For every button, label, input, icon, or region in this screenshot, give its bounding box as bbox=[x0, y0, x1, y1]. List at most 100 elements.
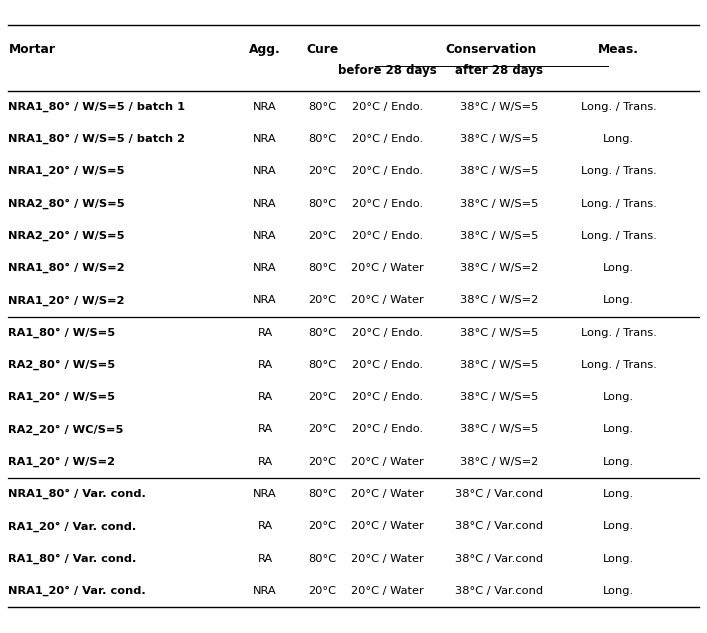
Text: 38°C / Var.cond: 38°C / Var.cond bbox=[455, 489, 543, 499]
Text: 38°C / Var.cond: 38°C / Var.cond bbox=[455, 554, 543, 563]
Text: 20°C: 20°C bbox=[308, 586, 337, 596]
Text: NRA: NRA bbox=[253, 489, 277, 499]
Text: 38°C / W/S=5: 38°C / W/S=5 bbox=[460, 425, 538, 434]
Text: 20°C / Water: 20°C / Water bbox=[351, 489, 423, 499]
Text: 20°C / Water: 20°C / Water bbox=[351, 586, 423, 596]
Text: RA2_20° / WC/S=5: RA2_20° / WC/S=5 bbox=[8, 424, 124, 435]
Text: 38°C / W/S=5: 38°C / W/S=5 bbox=[460, 166, 538, 176]
Text: NRA: NRA bbox=[253, 102, 277, 111]
Text: NRA: NRA bbox=[253, 263, 277, 273]
Text: Long.: Long. bbox=[603, 263, 634, 273]
Text: RA: RA bbox=[257, 425, 273, 434]
Text: 38°C / W/S=2: 38°C / W/S=2 bbox=[460, 296, 538, 305]
Text: Long.: Long. bbox=[603, 554, 634, 563]
Text: 20°C / Endo.: 20°C / Endo. bbox=[352, 360, 423, 370]
Text: Meas.: Meas. bbox=[598, 43, 639, 56]
Text: Long.: Long. bbox=[603, 489, 634, 499]
Text: 38°C / W/S=5: 38°C / W/S=5 bbox=[460, 134, 538, 144]
Text: 20°C / Water: 20°C / Water bbox=[351, 296, 423, 305]
Text: 20°C / Water: 20°C / Water bbox=[351, 263, 423, 273]
Text: 20°C / Water: 20°C / Water bbox=[351, 457, 423, 467]
Text: NRA: NRA bbox=[253, 296, 277, 305]
Text: 38°C / W/S=5: 38°C / W/S=5 bbox=[460, 199, 538, 208]
Text: 80°C: 80°C bbox=[308, 328, 337, 337]
Text: RA: RA bbox=[257, 457, 273, 467]
Text: 38°C / W/S=5: 38°C / W/S=5 bbox=[460, 102, 538, 111]
Text: NRA: NRA bbox=[253, 199, 277, 208]
Text: NRA1_80° / W/S=2: NRA1_80° / W/S=2 bbox=[8, 263, 125, 273]
Text: 80°C: 80°C bbox=[308, 102, 337, 111]
Text: RA1_80° / Var. cond.: RA1_80° / Var. cond. bbox=[8, 553, 137, 564]
Text: Cure: Cure bbox=[306, 43, 339, 56]
Text: NRA2_20° / W/S=5: NRA2_20° / W/S=5 bbox=[8, 230, 125, 241]
Text: 38°C / W/S=5: 38°C / W/S=5 bbox=[460, 392, 538, 402]
Text: 38°C / Var.cond: 38°C / Var.cond bbox=[455, 586, 543, 596]
Text: RA: RA bbox=[257, 554, 273, 563]
Text: RA: RA bbox=[257, 360, 273, 370]
Text: RA1_20° / Var. cond.: RA1_20° / Var. cond. bbox=[8, 521, 136, 532]
Text: NRA: NRA bbox=[253, 166, 277, 176]
Text: 38°C / W/S=5: 38°C / W/S=5 bbox=[460, 360, 538, 370]
Text: Long.: Long. bbox=[603, 586, 634, 596]
Text: 20°C / Endo.: 20°C / Endo. bbox=[352, 166, 423, 176]
Text: 20°C / Water: 20°C / Water bbox=[351, 554, 423, 563]
Text: 80°C: 80°C bbox=[308, 489, 337, 499]
Text: Long.: Long. bbox=[603, 522, 634, 531]
Text: 20°C: 20°C bbox=[308, 166, 337, 176]
Text: NRA1_20° / W/S=5: NRA1_20° / W/S=5 bbox=[8, 166, 125, 177]
Text: 80°C: 80°C bbox=[308, 134, 337, 144]
Text: Conservation: Conservation bbox=[445, 43, 537, 56]
Text: NRA1_20° / W/S=2: NRA1_20° / W/S=2 bbox=[8, 295, 125, 306]
Text: RA: RA bbox=[257, 392, 273, 402]
Text: before 28 days: before 28 days bbox=[338, 65, 437, 77]
Text: NRA: NRA bbox=[253, 231, 277, 241]
Text: 20°C / Endo.: 20°C / Endo. bbox=[352, 231, 423, 241]
Text: Long. / Trans.: Long. / Trans. bbox=[580, 328, 657, 337]
Text: Long. / Trans.: Long. / Trans. bbox=[580, 199, 657, 208]
Text: 80°C: 80°C bbox=[308, 360, 337, 370]
Text: 38°C / W/S=5: 38°C / W/S=5 bbox=[460, 231, 538, 241]
Text: 38°C / W/S=5: 38°C / W/S=5 bbox=[460, 328, 538, 337]
Text: 80°C: 80°C bbox=[308, 263, 337, 273]
Text: 20°C / Endo.: 20°C / Endo. bbox=[352, 328, 423, 337]
Text: 20°C: 20°C bbox=[308, 392, 337, 402]
Text: Long.: Long. bbox=[603, 296, 634, 305]
Text: Long.: Long. bbox=[603, 457, 634, 467]
Text: 20°C / Endo.: 20°C / Endo. bbox=[352, 102, 423, 111]
Text: 80°C: 80°C bbox=[308, 554, 337, 563]
Text: 38°C / Var.cond: 38°C / Var.cond bbox=[455, 522, 543, 531]
Text: NRA1_80° / W/S=5 / batch 2: NRA1_80° / W/S=5 / batch 2 bbox=[8, 134, 185, 144]
Text: Long. / Trans.: Long. / Trans. bbox=[580, 360, 657, 370]
Text: Long. / Trans.: Long. / Trans. bbox=[580, 231, 657, 241]
Text: NRA: NRA bbox=[253, 586, 277, 596]
Text: 20°C: 20°C bbox=[308, 296, 337, 305]
Text: NRA1_80° / W/S=5 / batch 1: NRA1_80° / W/S=5 / batch 1 bbox=[8, 101, 185, 112]
Text: 20°C: 20°C bbox=[308, 231, 337, 241]
Text: Long. / Trans.: Long. / Trans. bbox=[580, 102, 657, 111]
Text: 20°C: 20°C bbox=[308, 522, 337, 531]
Text: 38°C / W/S=2: 38°C / W/S=2 bbox=[460, 457, 538, 467]
Text: 20°C: 20°C bbox=[308, 457, 337, 467]
Text: RA1_80° / W/S=5: RA1_80° / W/S=5 bbox=[8, 327, 116, 338]
Text: 20°C / Endo.: 20°C / Endo. bbox=[352, 392, 423, 402]
Text: 20°C / Endo.: 20°C / Endo. bbox=[352, 425, 423, 434]
Text: RA: RA bbox=[257, 522, 273, 531]
Text: RA: RA bbox=[257, 328, 273, 337]
Text: Agg.: Agg. bbox=[250, 43, 281, 56]
Text: 80°C: 80°C bbox=[308, 199, 337, 208]
Text: 20°C: 20°C bbox=[308, 425, 337, 434]
Text: 20°C / Endo.: 20°C / Endo. bbox=[352, 134, 423, 144]
Text: 20°C / Endo.: 20°C / Endo. bbox=[352, 199, 423, 208]
Text: Mortar: Mortar bbox=[8, 43, 55, 56]
Text: NRA: NRA bbox=[253, 134, 277, 144]
Text: NRA1_80° / Var. cond.: NRA1_80° / Var. cond. bbox=[8, 489, 146, 499]
Text: Long.: Long. bbox=[603, 392, 634, 402]
Text: Long.: Long. bbox=[603, 425, 634, 434]
Text: RA1_20° / W/S=2: RA1_20° / W/S=2 bbox=[8, 456, 115, 467]
Text: Long.: Long. bbox=[603, 134, 634, 144]
Text: 20°C / Water: 20°C / Water bbox=[351, 522, 423, 531]
Text: RA2_80° / W/S=5: RA2_80° / W/S=5 bbox=[8, 360, 116, 370]
Text: NRA2_80° / W/S=5: NRA2_80° / W/S=5 bbox=[8, 198, 125, 209]
Text: after 28 days: after 28 days bbox=[455, 65, 543, 77]
Text: RA1_20° / W/S=5: RA1_20° / W/S=5 bbox=[8, 392, 115, 403]
